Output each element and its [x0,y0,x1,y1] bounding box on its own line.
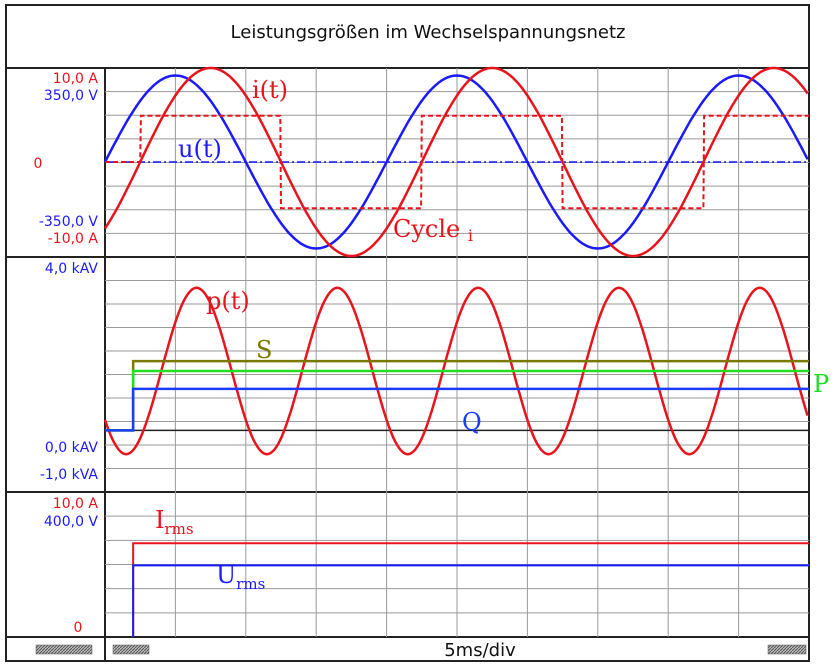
u-t-curve [103,74,809,250]
outer-frame [5,4,810,662]
scroll-marker-end[interactable] [767,644,807,655]
scroll-handle-left[interactable] [35,644,93,655]
top-current-min-label: -10,0 A [48,231,99,247]
top-voltage-max-label: 350,0 V [44,88,99,104]
i-t-curve [103,66,809,258]
label-cycle-i: Cycle i [393,215,473,245]
chart-title: Leistungsgrößen im Wechselspannungsnetz [231,22,626,43]
bottom-zero-label: 0 [74,620,83,636]
bottom-voltage-max-label: 400,0 V [44,514,99,530]
label-I-rms: Irms [155,506,194,538]
label-S: S [256,336,272,364]
I-rms-step [132,542,809,637]
top-voltage-min-label: -350,0 V [39,214,99,230]
Q-step [105,387,809,432]
scroll-marker-start[interactable] [112,644,150,655]
label-Q: Q [462,408,482,436]
cycle-i-square [105,114,809,210]
zero-lines [105,161,809,432]
traces [103,66,809,637]
label-i-t: i(t) [252,76,288,104]
label-P: P [813,370,829,398]
label-u-t: u(t) [178,135,222,163]
top-current-max-label: 10,0 A [53,71,99,87]
time-scale-label: 5ms/div [444,640,516,661]
middle-zero-label: 0,0 kAV [45,440,99,456]
top-zero-label: 0 [34,156,43,172]
middle-min-label: -1,0 kVA [40,467,99,483]
label-p-t: p(t) [206,287,250,315]
bottom-current-max-label: 10,0 A [53,496,99,512]
label-U-rms: Urms [216,561,265,593]
U-rms-step [132,564,809,637]
middle-max-label: 4,0 kAV [45,261,99,277]
p-t-curve [103,286,809,456]
